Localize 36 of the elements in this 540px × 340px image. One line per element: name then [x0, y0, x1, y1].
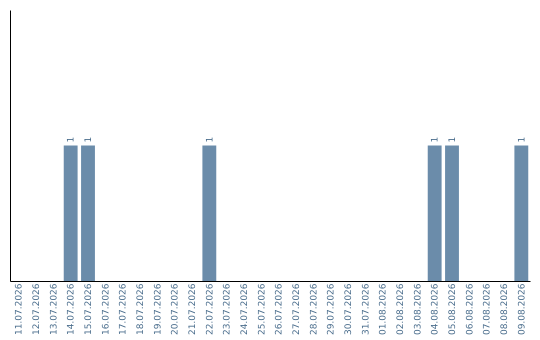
x-tick-label: 08.08.2026: [500, 283, 510, 336]
x-tick-label: 13.07.2026: [49, 283, 60, 336]
x-tick-label: 18.07.2026: [136, 283, 146, 336]
x-tick-label: 24.07.2026: [240, 283, 250, 336]
data-label: 1: [84, 136, 94, 142]
x-tick-label: 03.08.2026: [413, 283, 424, 336]
x-tick-label: 19.07.2026: [153, 283, 164, 336]
x-tick-label: 25.07.2026: [257, 283, 268, 336]
x-tick-label: 21.07.2026: [188, 283, 198, 336]
x-tick-label: 04.08.2026: [430, 283, 441, 336]
x-tick-label: 28.07.2026: [309, 283, 320, 336]
data-label: 1: [66, 136, 77, 142]
x-tick-label: 05.08.2026: [448, 283, 458, 336]
data-label: 1: [517, 136, 528, 142]
x-tick-label: 26.07.2026: [274, 283, 285, 336]
x-tick-label: 15.07.2026: [84, 283, 94, 336]
x-tick-label: 09.08.2026: [517, 283, 528, 336]
x-tick-label: 01.08.2026: [378, 283, 389, 336]
x-tick-label: 30.07.2026: [344, 283, 354, 336]
x-tick-label: 29.07.2026: [326, 283, 337, 336]
x-tick-label: 27.07.2026: [292, 283, 302, 336]
x-tick-label: 06.08.2026: [465, 283, 476, 336]
data-label: 1: [448, 136, 458, 142]
x-tick-label: 31.07.2026: [361, 283, 372, 336]
x-tick-label: 07.08.2026: [482, 283, 493, 336]
x-tick-label: 20.07.2026: [170, 283, 181, 336]
data-label: 1: [205, 136, 216, 142]
x-tick-label: 11.07.2026: [14, 283, 25, 336]
x-tick-label: 23.07.2026: [222, 283, 233, 336]
x-tick-label: 12.07.2026: [32, 283, 42, 336]
x-tick-label: 17.07.2026: [118, 283, 129, 336]
x-tick-label: 22.07.2026: [205, 283, 216, 336]
x-tick-label: 14.07.2026: [66, 283, 77, 336]
x-tick-label: 16.07.2026: [101, 283, 112, 336]
data-label: 1: [430, 136, 441, 142]
x-tick-label: 02.08.2026: [396, 283, 406, 336]
